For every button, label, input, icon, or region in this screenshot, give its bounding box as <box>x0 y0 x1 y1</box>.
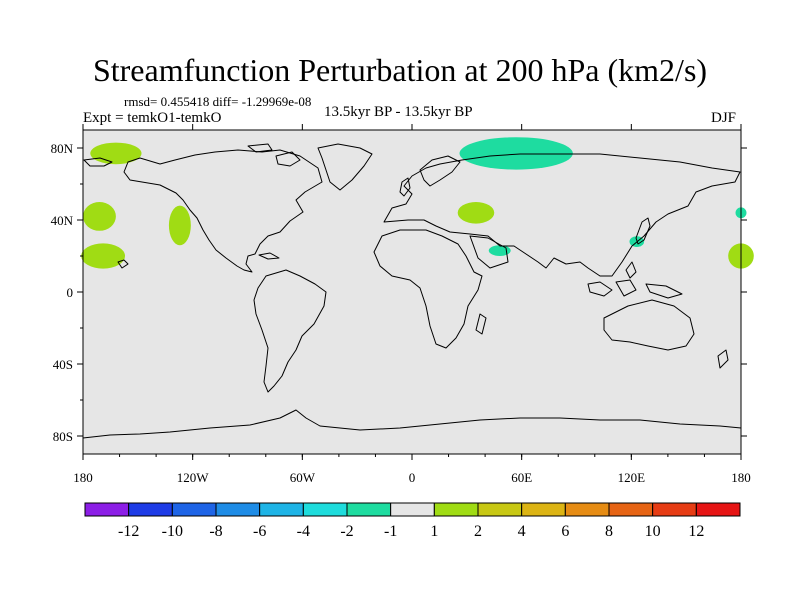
colorbar-box <box>171 502 217 517</box>
lat-tick-label: 0 <box>67 285 74 300</box>
stats-label: rmsd= 0.455418 diff= -1.29969e-08 <box>124 94 312 109</box>
colorbar-box <box>84 502 130 517</box>
colorbar-box <box>521 502 566 517</box>
colorbar-label: -1 <box>384 523 397 540</box>
colorbar-box <box>564 502 610 517</box>
colorbar-label: 4 <box>518 523 526 540</box>
colorbar-box <box>390 502 435 517</box>
colorbar-label: -6 <box>253 523 266 540</box>
colorbar-box <box>346 502 392 517</box>
season-label: DJF <box>711 110 737 126</box>
experiment-label: Expt = temkO1-temkO <box>83 110 222 126</box>
lon-tick-label: 180 <box>73 470 93 485</box>
colorbar-box <box>477 502 523 517</box>
colorbar-box <box>302 502 348 517</box>
colorbar-box <box>652 502 697 517</box>
colorbar-label: 10 <box>645 523 661 540</box>
colorbar-label: 8 <box>605 523 613 540</box>
lon-tick-label: 120W <box>177 470 210 485</box>
period-label: 13.5kyr BP - 13.5kyr BP <box>324 104 473 120</box>
lon-tick-label: 120E <box>618 470 646 485</box>
anomaly-region <box>168 205 191 246</box>
coastlines <box>82 143 742 439</box>
map-background <box>83 130 741 454</box>
lat-tick-label: 40S <box>53 357 73 372</box>
colorbar-label: -12 <box>118 523 139 540</box>
colorbar: -12 -10 -8 -6 -4 -2 -1 1 2 4 6 8 10 12 <box>84 502 741 540</box>
anomaly-layer <box>81 137 754 269</box>
colorbar-label: -10 <box>162 523 183 540</box>
axis-ticks: 180 120W 60W 0 60E 120E 180 80N 40N 0 40S 80S <box>51 124 751 485</box>
colorbar-label: 2 <box>474 523 482 540</box>
colorbar-box <box>128 502 173 517</box>
colorbar-label: -8 <box>209 523 222 540</box>
anomaly-region <box>90 142 142 165</box>
colorbar-box <box>215 502 261 517</box>
colorbar-box <box>608 502 654 517</box>
anomaly-region <box>459 137 573 170</box>
lon-tick-label: 60E <box>511 470 532 485</box>
anomaly-region <box>83 202 116 231</box>
colorbar-label: 6 <box>561 523 569 540</box>
anomaly-region <box>457 202 495 224</box>
lat-tick-label: 80N <box>51 141 74 156</box>
anomaly-region <box>81 243 126 269</box>
lon-tick-label: 60W <box>290 470 316 485</box>
colorbar-label: -2 <box>340 523 353 540</box>
colorbar-label: -4 <box>297 523 310 540</box>
lon-tick-label: 180 <box>731 470 751 485</box>
lat-tick-label: 80S <box>53 429 73 444</box>
lon-tick-label: 0 <box>409 470 416 485</box>
colorbar-box <box>695 502 741 517</box>
colorbar-label: 12 <box>688 523 704 540</box>
colorbar-label: 1 <box>430 523 438 540</box>
colorbar-box <box>259 502 304 517</box>
map-title: Streamfunction Perturbation at 200 hPa (… <box>92 52 708 88</box>
lat-tick-label: 40N <box>51 213 74 228</box>
colorbar-box <box>433 502 479 517</box>
